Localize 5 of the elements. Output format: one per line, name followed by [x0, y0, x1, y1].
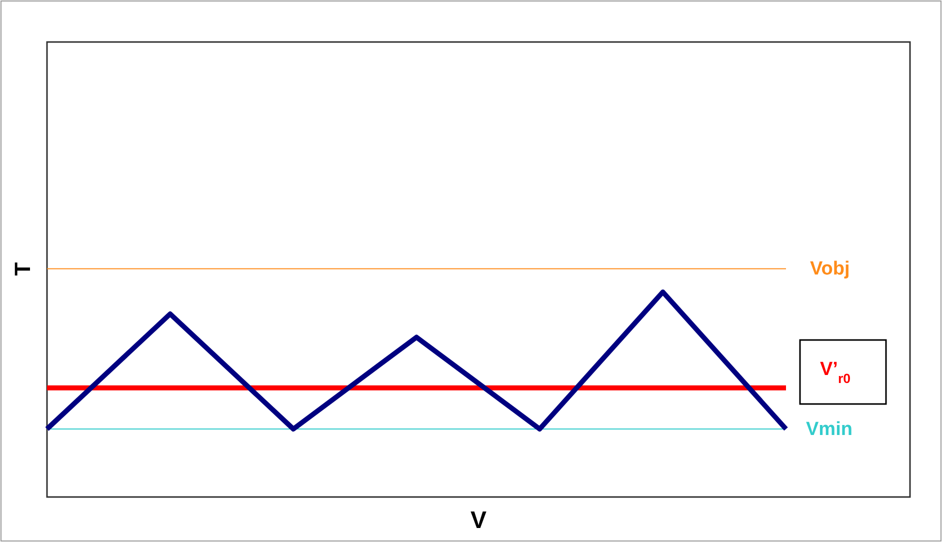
y-axis-title: T: [10, 262, 35, 276]
ref-line-label: V’$_{r0}$: [820, 359, 851, 386]
ref-line-label: Vmin: [806, 419, 852, 440]
ref-line-label: Vobj: [810, 258, 850, 280]
x-axis-title: V: [470, 507, 487, 534]
